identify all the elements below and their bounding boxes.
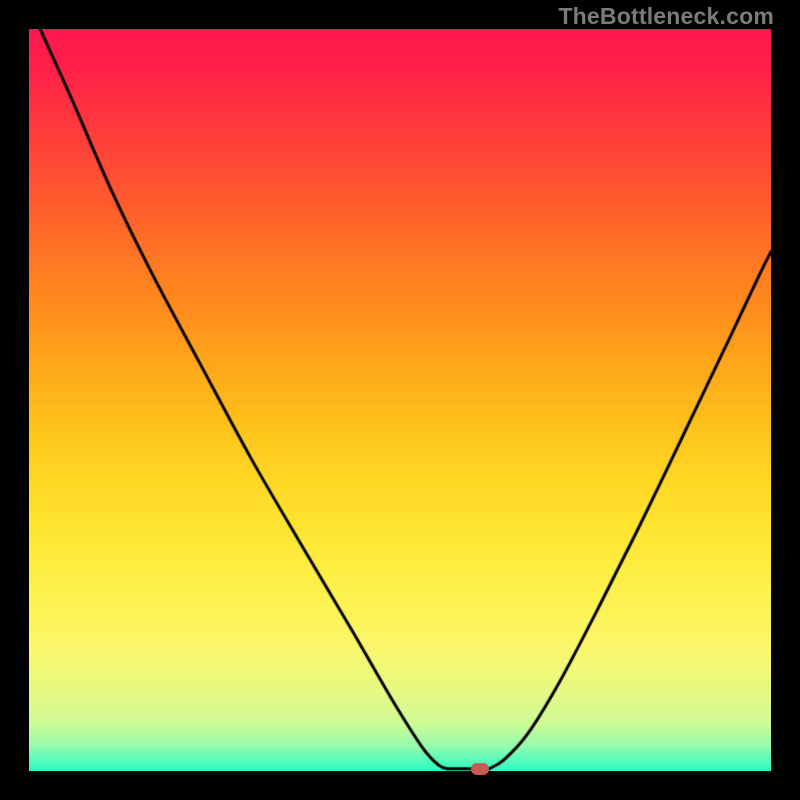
watermark-text: TheBottleneck.com — [558, 3, 774, 30]
bottleneck-curve — [29, 29, 771, 771]
chart-container: TheBottleneck.com — [0, 0, 800, 800]
minimum-marker — [471, 763, 489, 775]
